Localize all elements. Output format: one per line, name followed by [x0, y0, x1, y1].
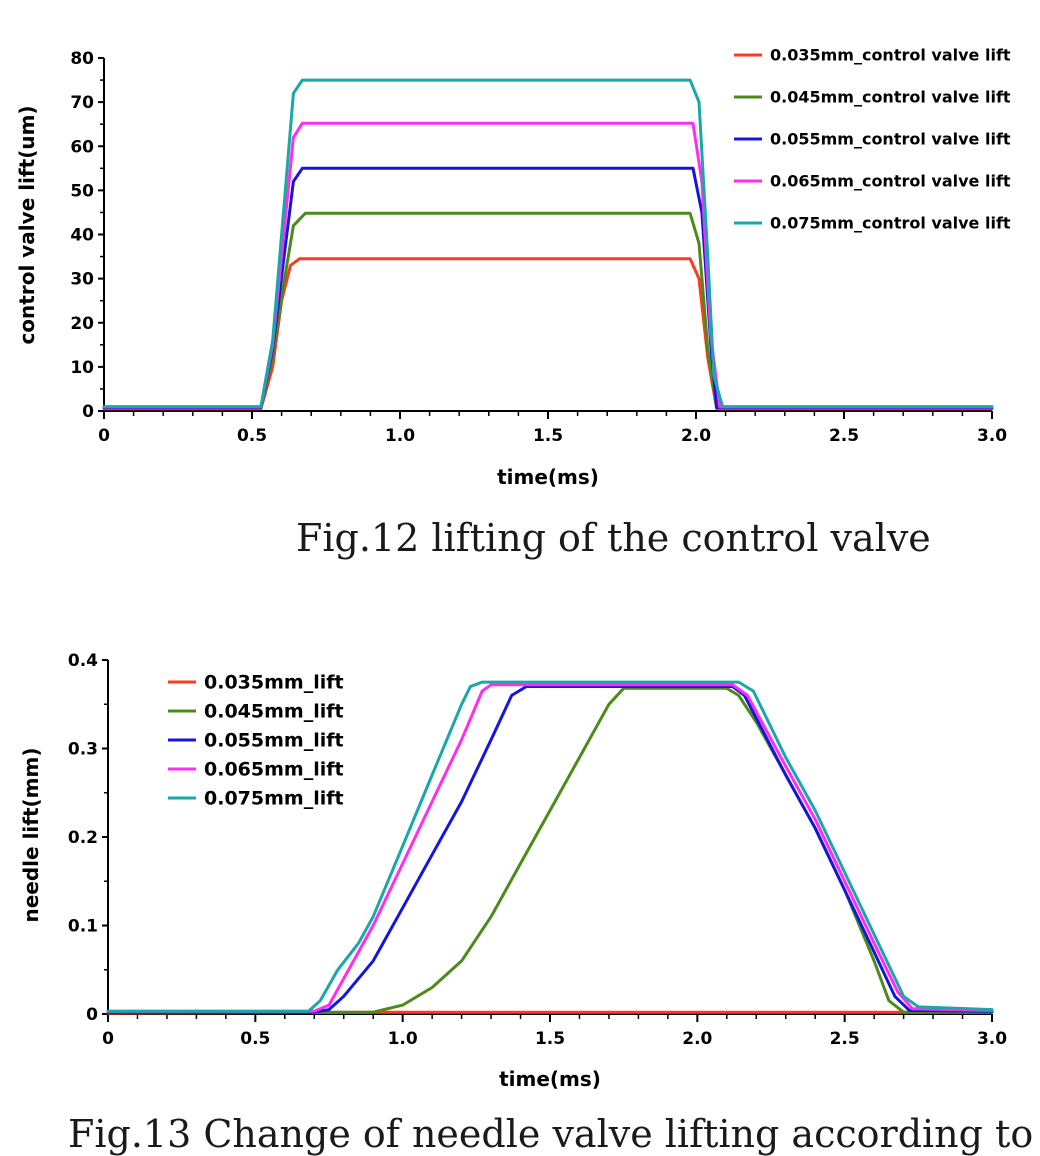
- legend-label-1: 0.035mm_control valve lift: [770, 46, 1011, 65]
- figure-13-caption: Fig.13 Change of needle valve lifting ac…: [68, 1112, 1034, 1156]
- series-line-3: [106, 685, 994, 1014]
- x-tick-label: 2.0: [682, 1029, 712, 1049]
- legend-label-5: 0.075mm_lift: [204, 788, 344, 810]
- y-tick-label: 10: [70, 358, 94, 378]
- x-axis-title: time(ms): [497, 465, 599, 489]
- series-line-5: [106, 680, 994, 1013]
- series-line-4: [106, 683, 994, 1013]
- y-tick-label: 0.1: [68, 917, 98, 937]
- series-line-2: [102, 211, 994, 410]
- x-tick-label: 0: [98, 426, 110, 446]
- series-line-1: [102, 257, 994, 411]
- x-tick-label: 1.5: [535, 1029, 565, 1049]
- figure-12-caption: Fig.12 lifting of the control valve: [296, 516, 931, 560]
- x-tick-label: 2.5: [829, 426, 859, 446]
- y-tick-label: 20: [70, 314, 94, 334]
- y-tick-label: 30: [70, 270, 94, 290]
- legend-label-4: 0.065mm_lift: [204, 759, 344, 781]
- legend-label-3: 0.055mm_lift: [204, 730, 344, 752]
- y-axis-title: needle lift(mm): [19, 748, 43, 923]
- y-tick-label: 0.3: [68, 740, 98, 760]
- x-tick-label: 3.0: [977, 426, 1007, 446]
- x-tick-label: 0.5: [240, 1029, 270, 1049]
- y-tick-label: 60: [70, 137, 94, 157]
- x-tick-label: 3.0: [977, 1029, 1007, 1049]
- y-tick-label: 50: [70, 181, 94, 201]
- chart-2: 0 0.5 1.0 1.5 2.0 2.5 3.0 0 0.1 0.2 0.3 0.4 time(ms)…: [19, 651, 1007, 1091]
- chart-1: 0 0.5 1.0 1.5 2.0 2.5 3.0 0 10 20 30 40 50 60 70 80 time…: [15, 46, 1011, 489]
- legend-label-4: 0.065mm_control valve lift: [770, 172, 1011, 191]
- series-line-4: [102, 121, 994, 409]
- legend-label-2: 0.045mm_control valve lift: [770, 88, 1011, 107]
- x-tick-label: 2.0: [681, 426, 711, 446]
- y-tick-label: 40: [70, 226, 94, 246]
- x-tick-label: 0.5: [237, 426, 267, 446]
- y-axis-title: control valve lift(um): [15, 105, 39, 344]
- series-line-2: [106, 686, 994, 1014]
- legend-label-1: 0.035mm_lift: [204, 672, 344, 694]
- legend-label-2: 0.045mm_lift: [204, 701, 344, 723]
- x-tick-label: 2.5: [830, 1029, 860, 1049]
- y-tick-label: 0: [86, 1005, 98, 1025]
- x-axis-title: time(ms): [499, 1067, 601, 1091]
- x-tick-label: 1.0: [388, 1029, 418, 1049]
- x-tick-label: 1.0: [385, 426, 415, 446]
- legend-label-3: 0.055mm_control valve lift: [770, 130, 1011, 149]
- series-line-3: [102, 166, 994, 409]
- x-tick-label: 1.5: [533, 426, 563, 446]
- x-tick-label: 0: [102, 1029, 114, 1049]
- y-tick-label: 0.4: [68, 651, 98, 671]
- y-tick-label: 80: [70, 49, 94, 69]
- y-tick-label: 0: [82, 402, 94, 422]
- series-line-5: [102, 78, 994, 409]
- y-tick-label: 0.2: [68, 828, 98, 848]
- legend-label-5: 0.075mm_control valve lift: [770, 214, 1011, 233]
- y-tick-label: 70: [70, 93, 94, 113]
